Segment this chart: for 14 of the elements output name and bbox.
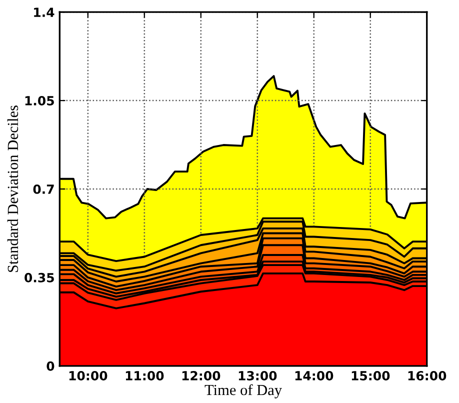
x-axis-title: Time of Day bbox=[204, 384, 282, 398]
x-tick-label: 12:00 bbox=[182, 371, 220, 380]
x-tick-label: 14:00 bbox=[295, 371, 334, 380]
y-tick-label: 0.7 bbox=[33, 184, 54, 194]
y-tick-label: 0 bbox=[46, 361, 54, 371]
x-tick-label: 11:00 bbox=[126, 371, 164, 380]
x-tick-label: 16:00 bbox=[408, 371, 446, 380]
y-tick-label: 1.05 bbox=[25, 96, 54, 106]
y-tick-label: 0.35 bbox=[24, 272, 54, 282]
x-tick-label: 13:00 bbox=[238, 371, 277, 380]
x-tick-label: 15:00 bbox=[352, 371, 390, 380]
y-axis-title: Standard Deviation Deciles bbox=[7, 106, 18, 272]
x-tick-label: 10:00 bbox=[69, 371, 108, 380]
y-tick-label: 1.4 bbox=[34, 8, 54, 17]
